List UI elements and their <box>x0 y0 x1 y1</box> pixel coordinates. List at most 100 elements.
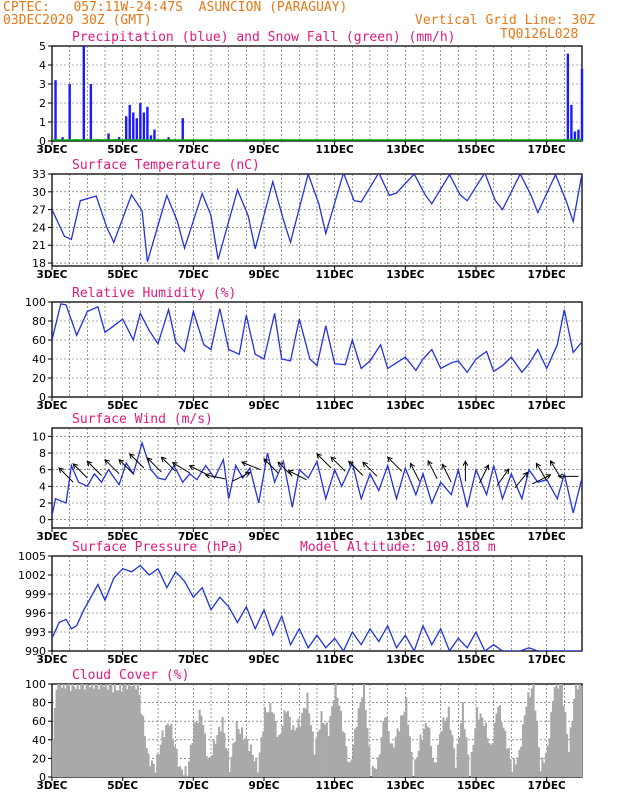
cloud-bar <box>262 731 265 777</box>
cloud-bar <box>271 712 274 777</box>
wind-arrow <box>172 462 191 474</box>
cloud-bar <box>136 684 139 777</box>
cloud-bar <box>163 737 166 777</box>
cloud-bar <box>142 715 145 777</box>
cloud-bar <box>539 771 542 777</box>
cloud-bar <box>193 722 196 777</box>
cloud-bar <box>408 736 411 777</box>
cloud-bar <box>362 684 365 777</box>
cloud-bar <box>559 684 562 777</box>
cloud-bar <box>173 746 176 777</box>
cloud-bar <box>172 740 175 777</box>
panel-humidity: 0 20 40 60 80 100 3DEC 5DEC 7DEC 9DEC 11DEC 13DEC 15… <box>25 286 583 412</box>
y-tick-label: 6 <box>39 464 46 477</box>
wind-arrow-head <box>545 474 552 480</box>
cloud-bar <box>264 707 267 777</box>
header-station: CPTEC: 057:11W-24:47S ASUNCION (PARAGUAY… <box>3 0 348 15</box>
cloud-bar <box>407 724 410 777</box>
cloud-bar <box>574 684 577 777</box>
cloud-bar <box>166 723 169 777</box>
cloud-bar <box>419 734 422 777</box>
cloud-bar <box>347 761 350 777</box>
cloud-bar <box>366 728 369 777</box>
cloud-bar <box>391 743 394 777</box>
cloud-bar <box>232 743 235 777</box>
cloud-bar <box>269 703 272 777</box>
x-tick-label: 3DEC <box>37 654 68 666</box>
wind-arrow-head <box>386 456 393 463</box>
cloud-bar <box>110 684 113 777</box>
cloud-bar <box>348 762 351 777</box>
cloud-bar <box>179 766 182 777</box>
cloud-bar <box>315 738 318 777</box>
cloud-bar <box>506 748 509 777</box>
cloud-bar <box>297 718 300 777</box>
x-tick-label: 5DEC <box>107 269 138 281</box>
cloud-bar <box>223 733 226 777</box>
precip-bar <box>580 68 584 141</box>
x-tick-label: 7DEC <box>178 269 209 281</box>
cloud-bar <box>573 698 576 777</box>
wind-arrow <box>241 461 261 471</box>
wind-arrow <box>441 464 452 483</box>
cloud-bar <box>325 722 328 777</box>
wind-arrow <box>387 456 403 472</box>
cloud-bar <box>514 764 517 777</box>
cloud-bar <box>152 763 155 777</box>
wind-arrow <box>496 468 510 486</box>
y-tick-label: 1002 <box>18 569 46 582</box>
cloud-bar <box>189 744 192 777</box>
x-tick-label: 11DEC <box>316 269 355 281</box>
cloud-bar <box>92 688 95 777</box>
precip-bar <box>82 46 85 141</box>
cloud-bar <box>64 688 67 777</box>
cloud-bar <box>119 684 122 777</box>
wind-arrow <box>129 453 145 469</box>
cloud-bar <box>483 725 486 777</box>
precip-bar <box>107 133 110 141</box>
cloud-bar <box>364 709 367 777</box>
wind-arrow <box>205 474 226 480</box>
cloud-bar <box>313 754 316 777</box>
x-tick-label: 11DEC <box>316 780 355 792</box>
cloud-bar <box>230 756 233 777</box>
cloud-bar <box>308 713 311 777</box>
panel-title: Surface Pressure (hPa) <box>72 540 244 555</box>
wind-arrow <box>231 471 251 482</box>
panel-wind: 0 2 4 6 8 10 3DEC 5DEC 7DEC 9DEC 11DEC 13DEC 15DEC 17… <box>32 412 583 543</box>
cloud-bar <box>159 744 162 777</box>
panel-cloud-cover: 0 20 40 60 80 100 3DEC 5DEC 7DEC 9DEC 11DEC 13DEC 15… <box>25 668 583 792</box>
y-tick-label: 996 <box>25 607 46 620</box>
cloud-bar <box>368 746 371 777</box>
cloud-bar <box>57 684 60 777</box>
cloud-bar <box>207 759 210 777</box>
cloud-bar <box>138 694 141 777</box>
precip-bar <box>149 135 153 141</box>
panel-title: Surface Temperature (nC) <box>72 158 260 173</box>
cloud-bar <box>578 684 581 777</box>
cloud-bar <box>481 717 484 777</box>
panel-precipitation: 0 1 2 3 4 5 3DEC 5DEC 7DEC 9DEC 11DEC 13DEC 15DEC 17D… <box>37 30 584 156</box>
cloud-bar <box>339 710 343 777</box>
y-tick-label: 993 <box>25 626 46 639</box>
y-tick-label: 0 <box>39 135 46 148</box>
cloud-bar <box>371 765 374 777</box>
cloud-bar <box>530 688 533 777</box>
cloud-bar <box>329 715 332 777</box>
cloud-bar <box>536 721 539 777</box>
x-tick-label: 5DEC <box>107 531 138 543</box>
wind-arrow-head <box>503 468 510 475</box>
cloud-bar <box>444 720 447 777</box>
x-tick-label: 5DEC <box>107 144 138 156</box>
cloud-bar <box>497 707 500 777</box>
wind-arrow <box>550 460 562 479</box>
cloud-bar <box>71 684 74 777</box>
x-tick-label: 15DEC <box>457 654 496 666</box>
wind-arrow <box>161 456 177 472</box>
wind-arrow-head <box>287 470 294 476</box>
y-tick-label: 40 <box>32 734 46 747</box>
x-tick-label: 13DEC <box>386 780 425 792</box>
x-tick-label: 5DEC <box>107 780 138 792</box>
cloud-bar <box>216 734 219 777</box>
cloud-bar <box>357 708 360 777</box>
